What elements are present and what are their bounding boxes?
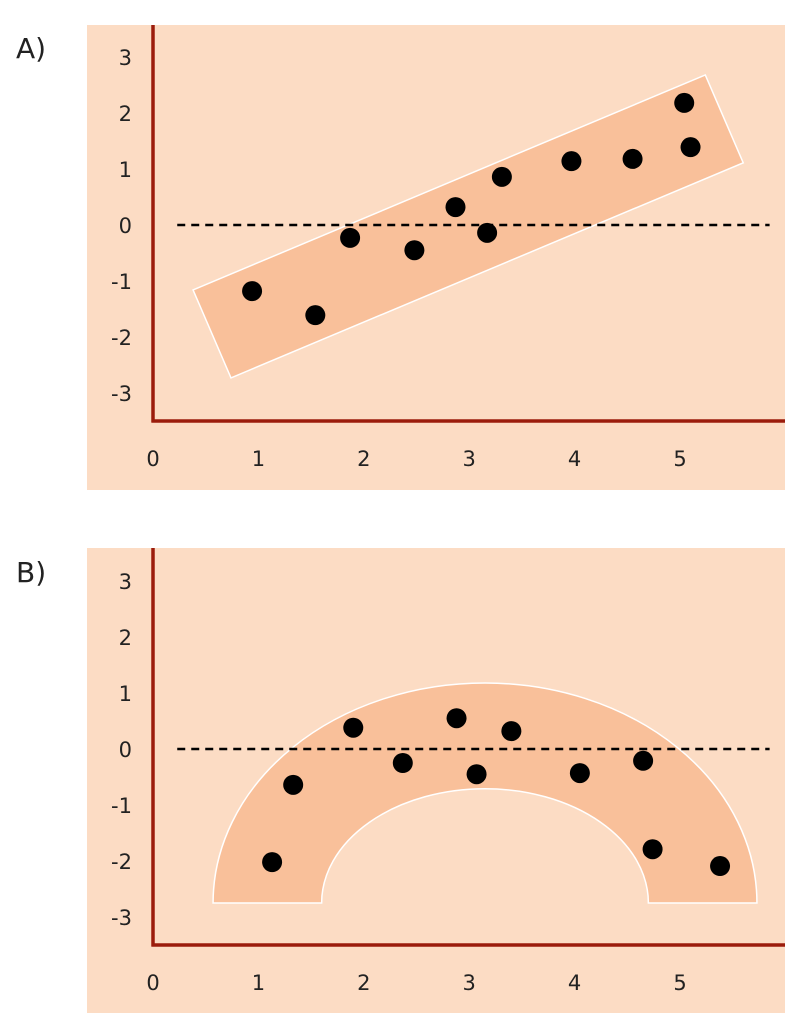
y-tick-label: 3 — [119, 46, 132, 70]
data-point — [680, 137, 701, 158]
data-point — [404, 240, 425, 261]
data-point — [622, 148, 643, 169]
data-point — [466, 764, 487, 785]
x-tick-label: 3 — [463, 447, 476, 471]
x-tick-label: 2 — [357, 447, 370, 471]
data-point — [633, 750, 654, 771]
y-tick-label: -2 — [111, 850, 132, 874]
y-tick-label: 0 — [119, 214, 132, 238]
band-region — [212, 682, 758, 904]
x-tick-label: 5 — [673, 971, 686, 995]
y-tick-label: 3 — [119, 570, 132, 594]
data-point — [343, 717, 364, 738]
x-tick-label: 1 — [252, 447, 265, 471]
data-point — [569, 763, 590, 784]
data-point — [262, 852, 283, 873]
x-tick-label: 2 — [357, 971, 370, 995]
x-tick-label: 5 — [673, 447, 686, 471]
data-point — [392, 753, 413, 773]
data-point — [445, 197, 466, 218]
band-region — [192, 73, 745, 379]
data-point — [674, 92, 695, 113]
y-tick-label: -3 — [111, 906, 132, 930]
y-tick-label: 1 — [119, 682, 132, 706]
data-point — [340, 227, 361, 248]
data-point — [446, 708, 467, 729]
data-point — [283, 774, 304, 795]
data-point — [242, 281, 263, 302]
panel-b: 0 1 2 3 4 5 3 2 1 0 -1 -2 -3 B) — [16, 548, 785, 1013]
x-tick-label: 0 — [146, 447, 159, 471]
y-tick-label: 2 — [119, 102, 132, 126]
x-tick-label: 1 — [252, 971, 265, 995]
y-tick-label: -1 — [111, 270, 132, 294]
data-point — [477, 222, 498, 243]
panel-label: A) — [16, 32, 46, 65]
data-point — [501, 721, 522, 742]
panel-a: 0 1 2 3 4 5 3 2 1 0 -1 -2 -3 A) — [16, 25, 785, 490]
data-point — [710, 856, 731, 877]
x-tick-label: 3 — [463, 971, 476, 995]
data-point — [491, 166, 512, 187]
y-tick-label: 0 — [119, 738, 132, 762]
x-tick-label: 0 — [146, 971, 159, 995]
y-tick-label: -3 — [111, 382, 132, 406]
data-point — [305, 305, 326, 326]
x-tick-label: 4 — [568, 971, 581, 995]
y-tick-label: 2 — [119, 626, 132, 650]
x-tick-label: 4 — [568, 447, 581, 471]
panel-label: B) — [16, 556, 46, 589]
data-point — [642, 839, 663, 860]
y-tick-label: -1 — [111, 794, 132, 818]
y-tick-label: -2 — [111, 326, 132, 350]
data-point — [561, 151, 582, 172]
y-tick-label: 1 — [119, 158, 132, 182]
